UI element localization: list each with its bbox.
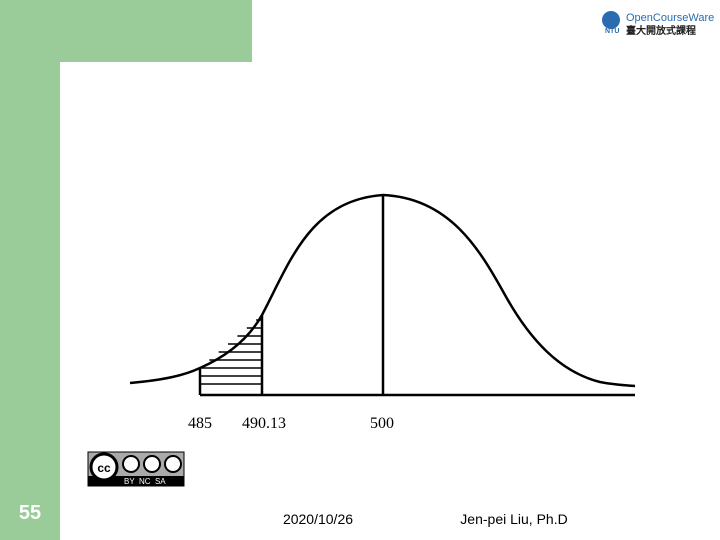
footer-date: 2020/10/26 bbox=[283, 511, 353, 527]
page-number: 55 bbox=[19, 502, 41, 524]
logo-chinese: 臺大開放式課程 bbox=[626, 24, 696, 37]
logo: NTU OpenCourseWare 臺大開放式課程 bbox=[602, 11, 714, 37]
license-terms: BY NC SA bbox=[124, 477, 166, 486]
by-icon bbox=[122, 455, 140, 473]
logo-abbr: NTU bbox=[605, 28, 619, 35]
footer-author: Jen-pei Liu, Ph.D bbox=[460, 511, 567, 527]
nc-icon bbox=[143, 455, 161, 473]
axis-label: 485 bbox=[188, 415, 212, 432]
side-band bbox=[0, 0, 60, 540]
cc-circle bbox=[89, 452, 119, 482]
content-area bbox=[60, 0, 720, 540]
logo-english: OpenCourseWare bbox=[626, 12, 714, 24]
sa-icon bbox=[164, 455, 182, 473]
badge-strip bbox=[88, 476, 184, 486]
axis-label: 500 bbox=[370, 415, 394, 432]
axis-label: 490.13 bbox=[242, 415, 286, 432]
cc-text: cc bbox=[97, 461, 111, 475]
logo-globe bbox=[602, 11, 620, 29]
normal-curve-diagram bbox=[129, 193, 636, 397]
license-badge: cc BY NC SA bbox=[87, 451, 185, 487]
